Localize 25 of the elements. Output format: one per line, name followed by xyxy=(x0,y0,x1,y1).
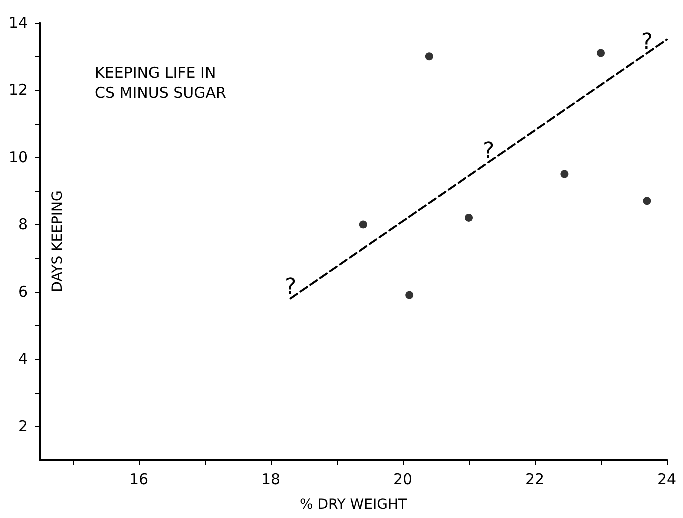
y-tick-label: 14 xyxy=(8,14,28,32)
point xyxy=(406,291,414,300)
y-axis-title: DAYS KEEPING xyxy=(50,190,66,292)
annotation: ? xyxy=(482,139,495,164)
annotation: ? xyxy=(284,275,297,300)
x-tick-label: 18 xyxy=(261,470,281,488)
y-tick-label: 6 xyxy=(18,282,28,301)
x-axis-title: % DRY WEIGHT xyxy=(300,497,408,513)
text: KEEPING LIFE IN CS MINUS SUGAR xyxy=(95,64,226,102)
x-tick-label: 20 xyxy=(393,470,413,488)
point xyxy=(425,52,434,61)
point xyxy=(560,170,569,178)
point xyxy=(359,220,368,229)
y-tick-label: 10 xyxy=(8,148,28,166)
y-tick-label: 2 xyxy=(18,417,28,436)
x-tick-label: 22 xyxy=(525,470,545,488)
point xyxy=(643,197,652,206)
y-tick-label: 12 xyxy=(8,81,28,100)
y-tick-label: 8 xyxy=(18,216,28,234)
y-tick-label: 4 xyxy=(18,350,28,368)
x-tick-label: 16 xyxy=(129,470,149,488)
annotation: ? xyxy=(641,30,654,55)
x-tick-label: 24 xyxy=(657,470,677,488)
point xyxy=(597,49,605,58)
point xyxy=(465,214,473,222)
